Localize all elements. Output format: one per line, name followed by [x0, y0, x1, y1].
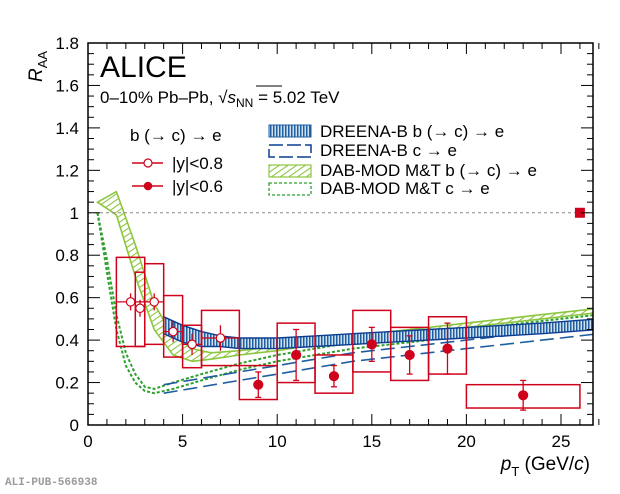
- dabmod-c-lower-curve: [96, 212, 593, 395]
- y-tick-label: 0.6: [55, 289, 79, 308]
- legend-entry-filled: |y|<0.6: [132, 177, 223, 196]
- x-tick-label: 20: [457, 432, 476, 451]
- data-legend: b (→ c) → e |y|<0.8 |y|<0.6: [130, 126, 223, 196]
- y-tick-label: 1: [70, 204, 79, 223]
- data-points: [115, 256, 581, 411]
- x-tick-labels: 0 5 10 15 20 25: [83, 432, 570, 451]
- y-tick-label: 0: [70, 416, 79, 435]
- x-tick-label: 15: [362, 432, 381, 451]
- x-axis-title-main: p: [500, 454, 512, 475]
- x-tick-label: 25: [552, 432, 571, 451]
- legend-label: DREENA-B b (→ c) → e: [320, 122, 504, 141]
- axis-ticks: [87, 42, 600, 426]
- filled-circle-marker: [253, 379, 264, 390]
- open-circle-marker: [215, 333, 226, 343]
- legend-label: DAB-MOD M&T c → e: [320, 179, 490, 198]
- y-tick-label: 1.2: [55, 161, 79, 180]
- y-axis-title-main: R: [26, 68, 47, 82]
- y-tick-label: 0.4: [55, 331, 79, 350]
- subtitle-suffix: = 5.02 TeV: [253, 88, 340, 107]
- data-point: [162, 294, 184, 358]
- legend-label: DREENA-B c → e: [320, 141, 457, 160]
- systematic-uncertainty-box: [314, 354, 354, 394]
- filled-circle-marker: [404, 349, 415, 361]
- filled-circle-marker: [442, 343, 453, 354]
- y-tick-labels: 0 0.2 0.4 0.6 0.8 1 1.2 1.4 1.6 1.8: [55, 34, 79, 435]
- subtitle-sub: NN: [236, 96, 253, 110]
- y-axis-title: RAA: [26, 51, 50, 82]
- dreena-b-band: [163, 315, 593, 350]
- x-axis-title-unit-prefix: (GeV/: [519, 454, 575, 475]
- x-tick-label: 10: [268, 432, 287, 451]
- legend-label: |y|<0.8: [172, 154, 223, 173]
- open-circle-marker: [168, 326, 178, 337]
- dreena-c-dashed-swatch-icon: [268, 144, 312, 158]
- open-circle-marker-icon: [143, 158, 153, 168]
- y-tick-label: 1.4: [55, 119, 79, 138]
- dreena-b-band-swatch-icon: [268, 124, 312, 138]
- y-tick-label: 0.2: [55, 374, 79, 393]
- sqrt-sign: √: [218, 88, 228, 107]
- dabmod-b-band-swatch-icon: [268, 164, 312, 178]
- filled-circle-marker: [518, 390, 529, 401]
- legend-label: |y|<0.6: [172, 177, 223, 196]
- y-tick-label: 0.8: [55, 246, 79, 265]
- legend-entry-open: |y|<0.8: [132, 154, 223, 173]
- data-point: [200, 309, 241, 367]
- filled-circle-marker-icon: [143, 181, 153, 191]
- data-point: [314, 354, 354, 394]
- filled-circle-marker: [291, 349, 302, 361]
- model-curves: [95, 190, 593, 395]
- data-point: [276, 322, 316, 384]
- chart-subtitle: 0–10% Pb–Pb, √sNN = 5.02 TeV: [100, 88, 340, 110]
- y-tick-label: 1.6: [55, 76, 79, 95]
- x-tick-label: 0: [83, 432, 92, 451]
- data-point: [427, 316, 468, 375]
- open-circle-marker: [149, 297, 160, 307]
- open-circle-marker: [125, 297, 136, 307]
- x-axis-title-unit-suffix: ): [584, 454, 590, 475]
- systematic-uncertainty-box: [276, 322, 316, 384]
- filled-circle-marker: [366, 339, 377, 350]
- open-circle-marker: [135, 303, 145, 314]
- x-axis-title-unit-c: c: [574, 454, 584, 475]
- y-tick-label: 1.8: [55, 34, 79, 53]
- model-legend: DREENA-B b (→ c) → e DREENA-B c → e DAB-…: [268, 122, 537, 198]
- data-legend-header: b (→ c) → e: [130, 126, 222, 145]
- normalization-uncertainty-box: [574, 207, 585, 218]
- y-axis-title-sub: AA: [35, 51, 50, 69]
- x-axis-title: pT (GeV/c): [500, 454, 590, 479]
- legend-label: DAB-MOD M&T b (→ c) → e: [320, 161, 537, 180]
- chart-title: ALICE: [100, 51, 187, 84]
- publication-id: ALI-PUB-566938: [5, 477, 98, 489]
- filled-circle-marker: [328, 371, 340, 382]
- open-circle-marker: [187, 339, 197, 350]
- x-tick-label: 5: [178, 432, 187, 451]
- dabmod-c-dotted-swatch-icon: [268, 182, 312, 196]
- x-axis-title-sub: T: [511, 464, 519, 479]
- subtitle-prefix: 0–10% Pb–Pb,: [100, 88, 218, 107]
- data-point: [465, 379, 581, 411]
- subtitle-s: s: [228, 88, 237, 107]
